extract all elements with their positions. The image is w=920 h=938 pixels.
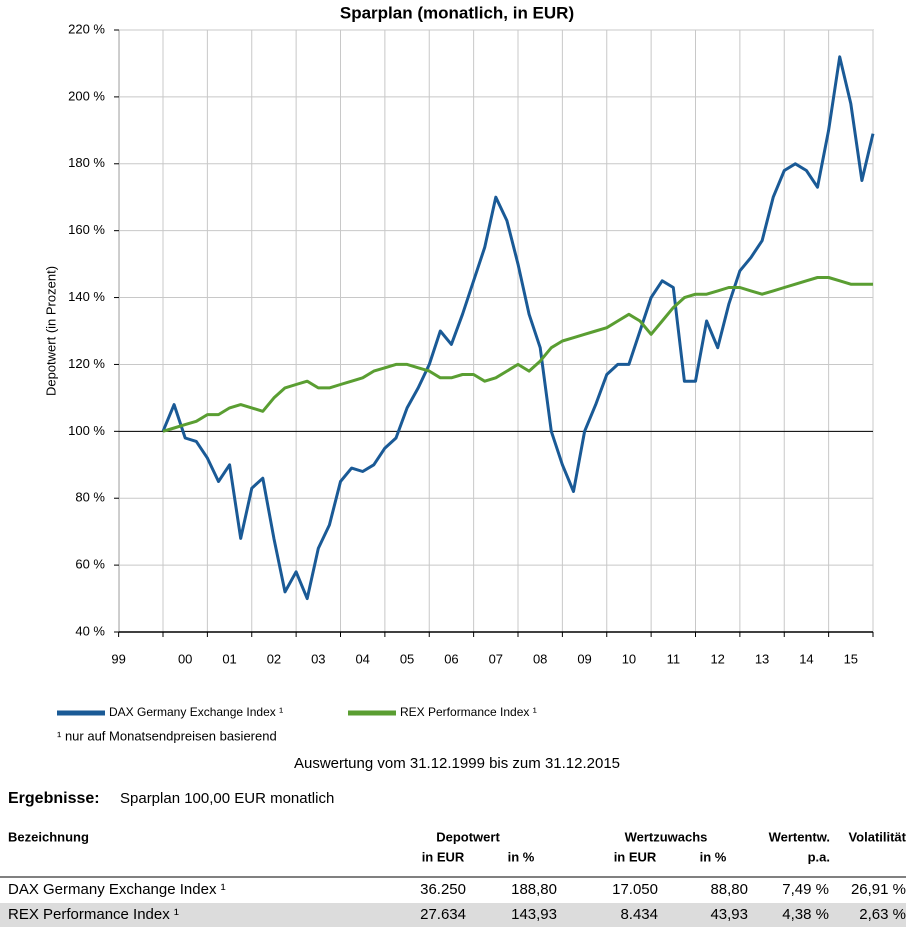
x-tick-label: 09: [577, 651, 591, 666]
table-subheader: in EUR: [614, 849, 657, 864]
table-cell: 8.434: [620, 906, 658, 923]
x-tick-label: 00: [178, 651, 192, 666]
period: Auswertung vom 31.12.1999 bis zum 31.12.…: [294, 755, 620, 772]
table-cell: 188,80: [511, 881, 557, 898]
x-tick-label: 13: [755, 651, 769, 666]
table-cell: REX Performance Index ¹: [8, 906, 179, 923]
plot-area: [118, 29, 874, 633]
series-line: [162, 276, 873, 433]
table-cell: 36.250: [420, 881, 466, 898]
x-tick-label: 01: [222, 651, 236, 666]
table-header: Depotwert: [436, 829, 500, 844]
y-axis-label: Depotwert (in Prozent): [43, 266, 58, 396]
chart-title: Sparplan (monatlich, in EUR): [340, 3, 574, 22]
row-shade: [0, 903, 906, 927]
y-tick-label: 220 %: [68, 21, 105, 36]
table-header: Wertentw.: [769, 829, 830, 844]
y-tick-label: 160 %: [68, 222, 105, 237]
table-cell: DAX Germany Exchange Index ¹: [8, 881, 226, 898]
x-tick-label: 99: [111, 651, 125, 666]
table-cell: 43,93: [710, 906, 748, 923]
x-tick-label: 12: [710, 651, 724, 666]
y-tick-label: 180 %: [68, 155, 105, 170]
y-tick-label: 120 %: [68, 356, 105, 371]
table-cell: 2,63 %: [859, 906, 906, 923]
results-label: Ergebnisse:: [8, 790, 100, 807]
table-subheader: in EUR: [422, 849, 465, 864]
table-header: Volatilität: [848, 829, 906, 844]
legend-label: REX Performance Index ¹: [400, 705, 537, 719]
table-cell: 7,49 %: [782, 881, 829, 898]
x-tick-label: 02: [267, 651, 281, 666]
y-tick-label: 40 %: [75, 623, 105, 638]
table-subheader: p.a.: [808, 849, 830, 864]
table-cell: 143,93: [511, 906, 557, 923]
x-tick-label: 15: [844, 651, 858, 666]
x-tick-label: 14: [799, 651, 813, 666]
table-subheader: in %: [700, 849, 727, 864]
y-tick-label: 140 %: [68, 289, 105, 304]
table-header: Wertzuwachs: [625, 829, 708, 844]
y-tick-label: 100 %: [68, 423, 105, 438]
y-tick-label: 80 %: [75, 490, 105, 505]
x-tick-label: 08: [533, 651, 547, 666]
x-tick-label: 07: [489, 651, 503, 666]
x-tick-label: 06: [444, 651, 458, 666]
table-header: Bezeichnung: [8, 829, 89, 844]
results-plan: Sparplan 100,00 EUR monatlich: [120, 790, 334, 807]
table-cell: 88,80: [710, 881, 748, 898]
y-tick-label: 60 %: [75, 557, 105, 572]
x-tick-label: 04: [355, 651, 369, 666]
table-cell: 17.050: [612, 881, 658, 898]
legend-label: DAX Germany Exchange Index ¹: [109, 705, 283, 719]
table-cell: 27.634: [420, 906, 466, 923]
x-tick-label: 10: [622, 651, 636, 666]
table-cell: 4,38 %: [782, 906, 829, 923]
series-line: [161, 55, 875, 601]
y-tick-label: 200 %: [68, 88, 105, 103]
table-subheader: in %: [508, 849, 535, 864]
x-tick-label: 03: [311, 651, 325, 666]
table-cell: 26,91 %: [851, 881, 906, 898]
x-tick-label: 11: [667, 651, 681, 666]
footnote: ¹ nur auf Monatsendpreisen basierend: [57, 728, 277, 743]
x-tick-label: 05: [400, 651, 414, 666]
